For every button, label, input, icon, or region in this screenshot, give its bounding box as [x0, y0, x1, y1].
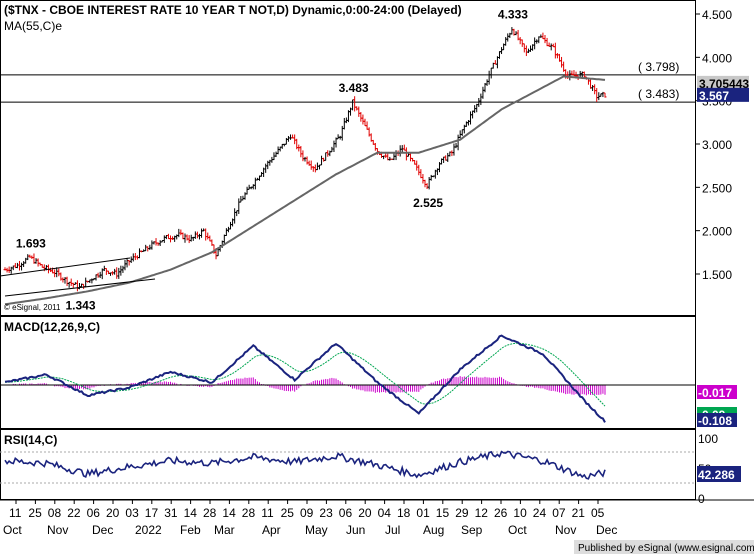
x-day-label: 08 [48, 506, 62, 520]
x-month-label: Apr [262, 523, 281, 537]
price-y-tick-label: 2.500 [702, 181, 732, 195]
macd-signal-line [4, 342, 606, 407]
rsi-title: RSI(14,C) [4, 433, 57, 447]
ma-line [4, 75, 606, 306]
macd-histogram [4, 376, 606, 396]
price-y-tick-label: 1.500 [702, 268, 732, 282]
x-day-label: 22 [67, 506, 81, 520]
x-day-label: 29 [455, 506, 469, 520]
watermark: © eSignal, 2011 [4, 303, 61, 312]
x-month-label: Dec [596, 523, 617, 537]
x-day-label: 21 [572, 506, 586, 520]
rsi-y-tick-label: 0 [698, 492, 705, 506]
macd-value-tags: -0.017-0.09-0.108 [697, 385, 737, 428]
price-value-tag [697, 75, 749, 90]
x-day-label: 10 [513, 506, 527, 520]
macd-value-tag-label: -0.108 [698, 414, 732, 428]
x-month-label: Oct [3, 523, 22, 537]
pivot-annotation: 2.525 [413, 196, 443, 210]
rsi-line [4, 450, 606, 480]
trendline-lower [4, 278, 156, 297]
x-month-label: 2022 [135, 523, 162, 537]
x-month-label: Jul [385, 523, 400, 537]
trendline-upper [0, 257, 131, 277]
x-month-label: Nov [47, 523, 68, 537]
x-month-label: Oct [508, 523, 527, 537]
x-month-label: Feb [180, 523, 201, 537]
x-day-label: 07 [552, 506, 566, 520]
x-day-label: 28 [203, 506, 217, 520]
price-y-tick-label: 4.500 [702, 8, 732, 22]
x-day-label: 25 [28, 506, 42, 520]
price-y-tick-label: 4.000 [702, 51, 732, 65]
price-y-tick-label: 3.000 [702, 138, 732, 152]
x-day-label: 23 [319, 506, 333, 520]
x-day-label: 06 [87, 506, 101, 520]
x-day-label: 15 [436, 506, 450, 520]
x-day-label: 09 [300, 506, 314, 520]
x-month-label: Jun [346, 523, 365, 537]
x-day-label: 25 [281, 506, 295, 520]
x-day-label: 11 [9, 506, 22, 520]
footer-credit: Published by eSignal (www.esignal.com) [578, 543, 754, 554]
x-day-label: 17 [145, 506, 159, 520]
rsi-value-tag-label: 42.286 [698, 468, 735, 482]
x-day-label: 14 [222, 506, 236, 520]
rsi-panel [0, 429, 696, 500]
x-month-label: Aug [423, 523, 444, 537]
x-axis-day-labels: 11 25 08 22 06 20 03 17 31 14 28 14 28 11 25 09 23 06 20 04… [9, 500, 605, 520]
pivot-annotation: 1.343 [65, 299, 95, 313]
pivot-annotation: 3.483 [339, 81, 369, 95]
macd-panel [0, 316, 696, 429]
x-day-label: 03 [125, 506, 139, 520]
macd-value-tag [697, 385, 737, 399]
macd-value-tag [697, 413, 737, 427]
x-day-label: 26 [494, 506, 508, 520]
x-month-label: Sep [461, 523, 483, 537]
x-day-label: 06 [339, 506, 353, 520]
macd-title: MACD(12,26,9,C) [4, 320, 100, 334]
x-day-label: 12 [475, 506, 489, 520]
x-month-label: Dec [92, 523, 113, 537]
rsi-y-tick-label: 100 [698, 432, 718, 446]
x-day-label: 31 [164, 506, 178, 520]
x-day-label: 20 [358, 506, 372, 520]
x-day-label: 11 [261, 506, 274, 520]
x-day-label: 28 [242, 506, 256, 520]
price-level-label: ( 3.798) [638, 60, 679, 74]
x-month-label: May [305, 523, 328, 537]
macd-value-tag-label: -0.017 [698, 386, 732, 400]
x-axis-month-labels: Oct Nov Dec 2022 Feb Mar Apr May Jun Jul Aug Sep Oct… [3, 523, 617, 537]
x-day-label: 01 [416, 506, 430, 520]
price-panel [0, 0, 696, 316]
x-day-label: 04 [378, 506, 392, 520]
price-level-label: ( 3.483) [638, 87, 679, 101]
chart-title: ($TNX - CBOE INTEREST RATE 10 YEAR T NOT… [4, 3, 462, 17]
footer-bar [574, 540, 754, 554]
price-annotations: 1.693 1.343 3.483 2.525 4.333 [16, 7, 528, 312]
pivot-annotation: 4.333 [498, 7, 528, 21]
price-value-tag-label: 3.705443 [699, 77, 749, 91]
x-day-label: 18 [397, 506, 411, 520]
rsi-value-tag [697, 466, 741, 482]
x-month-label: Mar [214, 523, 235, 537]
pivot-annotation: 1.693 [16, 236, 46, 250]
macd-line [4, 334, 606, 423]
x-month-label: Nov [555, 523, 576, 537]
ma-indicator-label: MA(55,C)e [4, 19, 62, 33]
x-day-label: 14 [184, 506, 198, 520]
x-day-label: 20 [106, 506, 120, 520]
price-bars [3, 27, 607, 292]
x-day-label: 24 [533, 506, 547, 520]
x-day-label: 05 [591, 506, 605, 520]
ma-55-line [4, 75, 606, 306]
price-value-tag-label: 3.567 [699, 89, 729, 103]
price-y-tick-label: 2.000 [702, 225, 732, 239]
rsi-value-tags: 42.286 [697, 466, 741, 482]
price-value-tag [697, 87, 749, 102]
